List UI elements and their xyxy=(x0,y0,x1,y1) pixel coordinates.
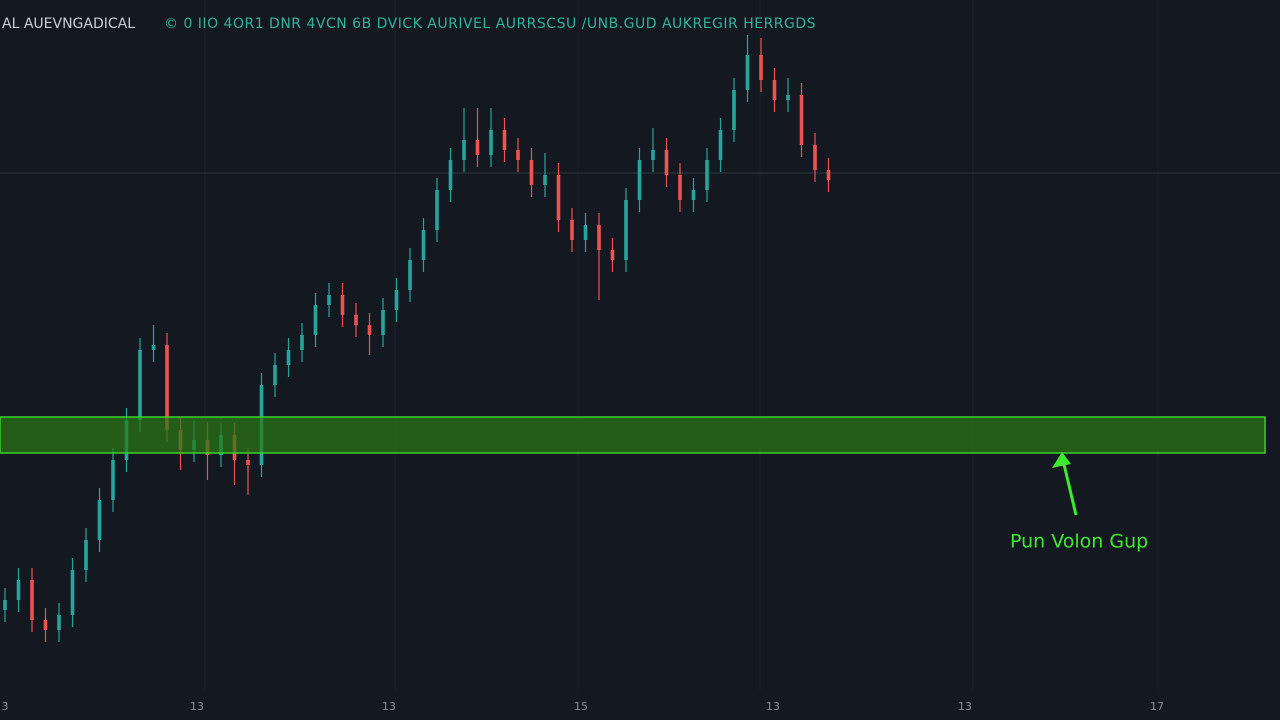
x-tick-label: 13 xyxy=(958,700,972,713)
candle-body xyxy=(367,325,372,335)
candle-body xyxy=(543,175,547,185)
candle-body xyxy=(448,160,453,190)
candle-body xyxy=(637,160,642,200)
candle-body xyxy=(408,260,412,290)
candle-body xyxy=(84,540,88,570)
candle-body xyxy=(165,345,169,430)
candle-body xyxy=(57,615,61,630)
candle-body xyxy=(664,150,669,175)
x-tick-label: 13 xyxy=(382,700,396,713)
x-tick-label: 15 xyxy=(574,700,588,713)
candle-body xyxy=(16,580,21,600)
candle-body xyxy=(286,350,291,365)
chart-subtitle: © 0 IIO 4OR1 DNR 4VCN 6B DVICK AURIVEL A… xyxy=(164,16,816,32)
x-tick-label: 13 xyxy=(190,700,204,713)
candle-body xyxy=(813,145,817,170)
candle-body xyxy=(151,345,156,350)
candle-body xyxy=(516,150,520,160)
candle-body xyxy=(394,290,399,310)
candle-body xyxy=(799,95,804,145)
candle-body xyxy=(30,580,34,620)
candle-body xyxy=(462,140,466,160)
candle-body xyxy=(610,250,615,260)
candle-body xyxy=(732,90,736,130)
candle-body xyxy=(70,570,75,615)
candle-body xyxy=(354,315,358,325)
candle-body xyxy=(705,160,709,190)
candle-body xyxy=(246,460,250,465)
candle-body xyxy=(583,225,588,240)
candle-body xyxy=(651,150,655,160)
candle-body xyxy=(759,55,763,80)
candle-body xyxy=(327,295,331,305)
chart-title: AL AUEVNGADICAL xyxy=(2,16,135,32)
arrow-shaft xyxy=(1061,459,1078,516)
candle-body xyxy=(691,190,696,200)
candle-body xyxy=(570,220,574,240)
annotation-arrow xyxy=(1052,452,1078,516)
candle-body xyxy=(43,620,48,630)
candle-body xyxy=(435,190,439,230)
candle-body xyxy=(745,55,750,90)
candle-body xyxy=(111,460,115,500)
support-zone xyxy=(0,416,1266,454)
arrow-head xyxy=(1052,452,1071,468)
candle-body xyxy=(556,175,561,220)
candle-body xyxy=(826,170,831,180)
candle-body xyxy=(718,130,723,160)
candle-body xyxy=(529,160,534,185)
candle-body xyxy=(772,80,777,100)
candle-body xyxy=(340,295,345,315)
candle-body xyxy=(786,95,790,100)
candle-body xyxy=(475,140,480,155)
annotation: Pun Volon Gup xyxy=(1010,531,1148,553)
candle-body xyxy=(381,310,385,335)
candle-body xyxy=(138,350,142,420)
vertical-grid xyxy=(204,0,1159,690)
x-tick-label: 13 xyxy=(766,700,780,713)
candle-body xyxy=(678,175,682,200)
x-tick-label: 3 xyxy=(2,700,9,713)
candle-body xyxy=(97,500,102,540)
candle-body xyxy=(597,225,601,250)
candle-body xyxy=(273,365,277,385)
candle-body xyxy=(421,230,426,260)
candle-body xyxy=(300,335,304,350)
candle-body xyxy=(502,130,507,150)
candle-body xyxy=(313,305,318,335)
candle-body xyxy=(3,600,7,610)
candle-body xyxy=(489,130,493,155)
candle-body xyxy=(624,200,628,260)
x-tick-label: 17 xyxy=(1150,700,1164,713)
